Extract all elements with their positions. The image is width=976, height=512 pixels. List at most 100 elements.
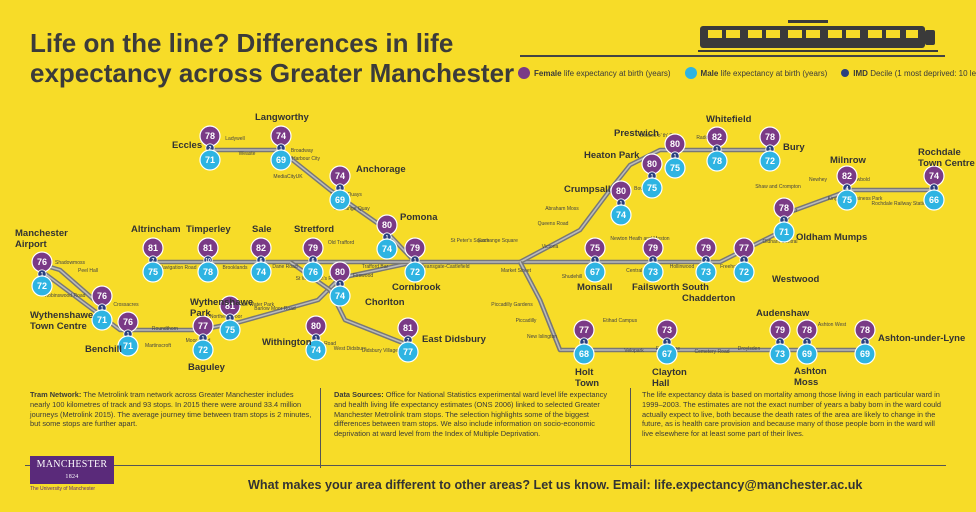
- minor-stop-label: New Islington: [527, 334, 557, 340]
- female-value: 80: [670, 139, 680, 149]
- minor-stop-label: Droylsden: [738, 346, 761, 352]
- station-name: South: [682, 282, 709, 293]
- imd-value: 1: [674, 154, 677, 160]
- male-value: 75: [842, 195, 852, 205]
- minor-stop-label: West Didsbury: [334, 346, 367, 352]
- female-value: 79: [308, 243, 318, 253]
- university-logo[interactable]: MANCHESTER 1824 The University of Manche…: [30, 456, 114, 492]
- minor-stop-label: Ladywell: [225, 136, 244, 142]
- female-value: 81: [225, 301, 235, 311]
- imd-value: 1: [280, 146, 283, 152]
- male-value: 78: [712, 156, 722, 166]
- male-marker: [117, 335, 139, 357]
- minor-stop-label: Shaw and Crompton: [755, 184, 801, 190]
- female-value: 81: [203, 243, 213, 253]
- male-value: 74: [616, 210, 626, 220]
- minor-stop-label: Exchange Quay: [334, 206, 370, 212]
- minor-stop-label: Radcliffe: [696, 135, 716, 141]
- minor-stop-label: Robinswood Road: [45, 293, 86, 299]
- station-name: Chadderton: [682, 293, 736, 304]
- station-name: Airport: [15, 239, 48, 250]
- imd-value: 1: [716, 147, 719, 153]
- male-marker: [641, 177, 663, 199]
- panel-separator: [630, 388, 631, 468]
- station-name: Anchorage: [356, 164, 406, 175]
- male-value: 69: [335, 195, 345, 205]
- minor-stop-label: Didsbury Village: [362, 348, 398, 354]
- male-marker: [329, 189, 351, 211]
- station-name: Prestwich: [614, 128, 659, 139]
- male-marker: [197, 261, 219, 283]
- female-value: 78: [860, 325, 870, 335]
- male-value: 71: [779, 227, 789, 237]
- imd-value: 1: [229, 316, 232, 322]
- footer-rule: [25, 465, 946, 466]
- minor-stop-label: Newbold: [850, 177, 870, 183]
- male-value: 74: [256, 267, 266, 277]
- female-value: 76: [123, 317, 133, 327]
- male-value: 71: [123, 341, 133, 351]
- legend-imd-bold: IMD: [853, 68, 868, 78]
- imd-value: 1: [933, 186, 936, 192]
- legend-female-bold: Female: [534, 68, 562, 78]
- station-name: Timperley: [186, 224, 231, 235]
- male-value: 67: [662, 349, 672, 359]
- station-name: Wythenshawe: [30, 310, 93, 321]
- logo-year: 1824: [65, 474, 79, 480]
- imd-value: 1: [127, 332, 130, 338]
- station-name: Pomona: [400, 212, 438, 223]
- male-value: 74: [335, 291, 345, 301]
- footer-cta[interactable]: What makes your area different to other …: [248, 478, 863, 492]
- female-value: 74: [929, 171, 939, 181]
- station-name: Sale: [252, 224, 272, 235]
- male-marker: [192, 339, 214, 361]
- legend: Female life expectancy at birth (years) …: [518, 67, 976, 79]
- imd-value: 1: [806, 340, 809, 346]
- male-value: 74: [311, 345, 321, 355]
- station-name: Baguley: [188, 362, 226, 373]
- male-marker: [404, 261, 426, 283]
- station-ashton-under-lyne: 78 1 69 Ashton-under-Lyne: [854, 319, 965, 365]
- imd-value: 1: [779, 340, 782, 346]
- male-marker: [610, 204, 632, 226]
- imd-value: 1: [202, 336, 205, 342]
- station-stretford: 79 6 76 Stretford: [294, 224, 334, 283]
- male-value: 75: [647, 183, 657, 193]
- female-value: 79: [775, 325, 785, 335]
- male-marker: [759, 150, 781, 172]
- male-value: 76: [308, 267, 318, 277]
- station-name: Crumpsall: [564, 184, 610, 195]
- male-marker: [397, 341, 419, 363]
- tram-lines: [37, 147, 935, 353]
- male-marker: [31, 275, 53, 297]
- tram-map: Shadowmoss Peel Hall Robinswood Road Crossa…: [15, 112, 975, 389]
- male-value: 71: [97, 315, 107, 325]
- imd-value: 1: [101, 306, 104, 312]
- male-marker: [250, 261, 272, 283]
- minor-stop-label: Deansgate-Castlefield: [420, 264, 469, 270]
- female-value: 79: [410, 243, 420, 253]
- female-value: 82: [712, 132, 722, 142]
- minor-stop-label: Firswood: [353, 273, 374, 279]
- station-name: Clayton: [652, 367, 687, 378]
- logo-box: MANCHESTER 1824: [30, 456, 114, 484]
- station-name: Wythenshawe: [190, 297, 253, 308]
- station-name: Stretford: [294, 224, 334, 235]
- male-marker: [376, 238, 398, 260]
- legend-imd-text: Decile (1 most deprived: 10 least depriv…: [870, 68, 976, 78]
- station-monsall: 75 1 67 Monsall: [577, 237, 612, 293]
- station-name: Park: [190, 308, 211, 319]
- imd-value: 1: [651, 174, 654, 180]
- minor-stop-label: Piccadilly Gardens: [491, 302, 533, 308]
- male-value: 75: [225, 325, 235, 335]
- imd-value: 4: [846, 186, 849, 192]
- station-baguley: 77 1 72 Baguley: [188, 315, 226, 373]
- female-value: 78: [205, 131, 215, 141]
- panel-separator: [320, 388, 321, 468]
- station-chorlton: 80 1 74 Chorlton: [329, 261, 405, 308]
- male-marker: [664, 157, 686, 179]
- male-value: 73: [648, 267, 658, 277]
